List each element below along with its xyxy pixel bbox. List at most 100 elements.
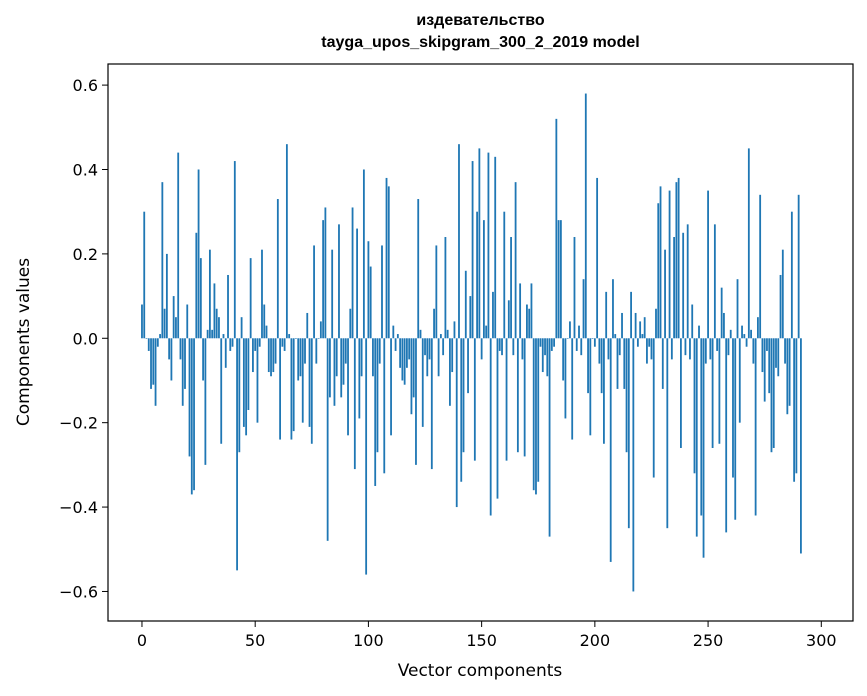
- bar-226: [652, 338, 655, 478]
- bar-181: [550, 338, 553, 351]
- bar-103: [374, 338, 377, 486]
- bar-130: [435, 245, 438, 339]
- bar-89: [342, 338, 345, 385]
- bar-173: [532, 338, 535, 491]
- bar-10: [163, 308, 166, 339]
- bar-118: [408, 338, 411, 360]
- bar-149: [478, 148, 481, 339]
- bar-258: [725, 338, 728, 533]
- bar-267: [745, 338, 748, 347]
- bar-86: [335, 338, 338, 377]
- bar-142: [462, 338, 465, 453]
- bar-261: [732, 338, 734, 478]
- bar-287: [790, 211, 793, 339]
- bar-14: [172, 296, 175, 339]
- bar-104: [376, 338, 379, 453]
- bar-248: [702, 338, 705, 558]
- x-tick-label-1: 50: [245, 631, 265, 650]
- bar-32: [213, 283, 216, 339]
- bar-179: [546, 338, 549, 377]
- bar-189: [569, 321, 571, 339]
- bar-92: [349, 308, 352, 339]
- bar-249: [704, 338, 707, 364]
- bar-5: [152, 338, 155, 385]
- bar-279: [772, 338, 775, 448]
- bar-212: [621, 312, 623, 339]
- bar-78: [317, 338, 320, 339]
- bar-123: [419, 329, 422, 339]
- bar-105: [378, 338, 381, 364]
- bar-291: [800, 338, 802, 554]
- bar-216: [630, 291, 632, 339]
- bar-277: [768, 338, 771, 394]
- bar-76: [313, 245, 315, 339]
- bar-285: [786, 338, 789, 415]
- bar-176: [539, 338, 542, 347]
- bar-125: [424, 338, 426, 356]
- bar-168: [521, 338, 524, 360]
- chart-subtitle: tayga_upos_skipgram_300_2_2019 model: [321, 34, 640, 51]
- bar-55: [265, 325, 268, 339]
- bar-33: [215, 308, 218, 339]
- bar-210: [616, 338, 619, 389]
- bar-50: [254, 338, 257, 351]
- bar-6: [154, 338, 157, 406]
- bar-45: [242, 338, 245, 427]
- bar-82: [326, 338, 329, 541]
- bar-260: [729, 329, 732, 339]
- bar-278: [770, 338, 773, 453]
- bar-174: [535, 338, 537, 495]
- bar-108: [385, 177, 388, 339]
- bar-57: [270, 338, 272, 377]
- bar-29: [206, 329, 209, 339]
- bar-79: [319, 321, 322, 339]
- y-axis-label: Components values: [14, 258, 34, 426]
- bar-169: [523, 338, 526, 457]
- bar-119: [410, 338, 413, 415]
- y-tick-label-0: −0.6: [59, 582, 98, 601]
- bar-194: [580, 338, 583, 356]
- bar-202: [598, 338, 601, 364]
- bar-26: [199, 258, 202, 339]
- bar-255: [718, 338, 721, 444]
- bar-195: [582, 279, 585, 339]
- bar-151: [482, 220, 485, 339]
- bar-40: [231, 338, 234, 347]
- x-tick-label-6: 300: [806, 631, 837, 650]
- bar-72: [304, 338, 306, 364]
- bar-145: [469, 296, 472, 339]
- bar-30: [208, 249, 211, 339]
- bar-144: [467, 338, 469, 394]
- bar-165: [514, 182, 517, 339]
- bar-224: [648, 338, 651, 347]
- bar-18: [181, 338, 184, 406]
- bar-20: [186, 304, 189, 339]
- bar-100: [367, 241, 370, 339]
- x-tick-label-3: 150: [466, 631, 497, 650]
- bar-241: [686, 224, 689, 339]
- x-tick-label-4: 200: [580, 631, 611, 650]
- bar-264: [738, 338, 741, 423]
- bar-36: [222, 334, 225, 339]
- bar-192: [575, 338, 578, 351]
- bar-135: [446, 329, 449, 339]
- bar-233: [668, 190, 671, 339]
- bar-218: [634, 312, 637, 339]
- bar-66: [290, 338, 293, 440]
- bar-220: [639, 321, 642, 339]
- bar-266: [743, 334, 746, 339]
- bar-137: [451, 338, 454, 373]
- bar-143: [464, 270, 467, 339]
- bar-242: [689, 338, 691, 360]
- bar-106: [381, 245, 383, 339]
- bar-107: [383, 338, 386, 474]
- bar-141: [460, 338, 463, 482]
- bar-1: [143, 211, 146, 339]
- bar-273: [759, 194, 762, 339]
- bar-209: [614, 334, 617, 339]
- bar-246: [698, 325, 700, 339]
- bar-223: [646, 338, 648, 364]
- bar-180: [548, 338, 551, 537]
- bar-191: [573, 237, 576, 339]
